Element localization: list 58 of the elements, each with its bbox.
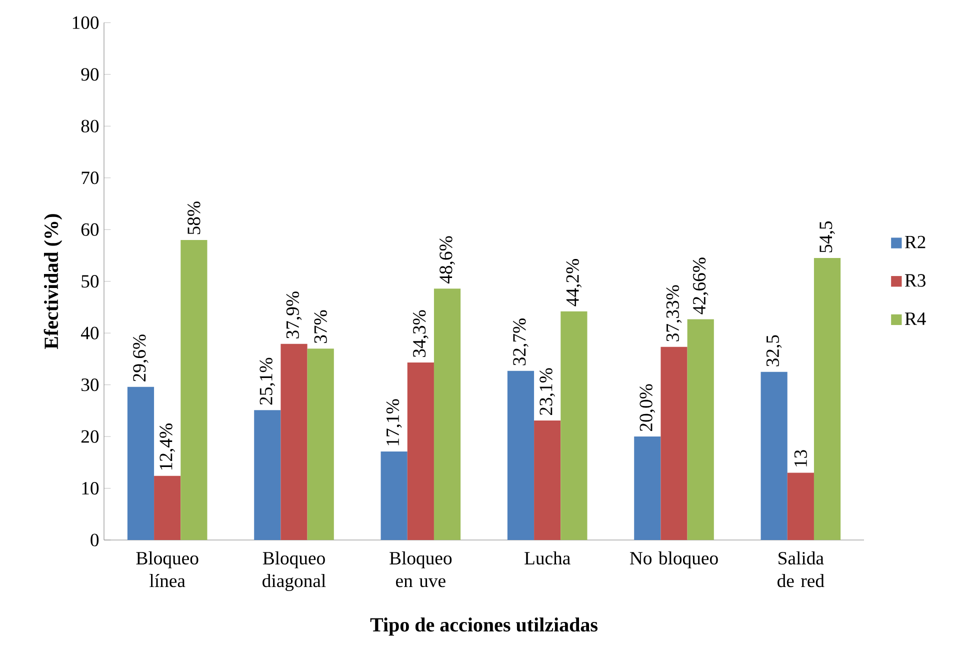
data-label: 42,66% <box>692 258 708 314</box>
y-tick-label: 100 <box>72 16 99 29</box>
data-label: 23,1% <box>540 368 555 415</box>
data-label: 12,4% <box>160 424 175 470</box>
bar <box>280 344 308 540</box>
data-label: 48,6% <box>440 236 455 284</box>
data-label: 54,5 <box>820 221 835 252</box>
legend-label: R3 <box>904 274 926 287</box>
y-axis-title: Efectividad (%) <box>44 214 62 350</box>
x-tick-label: Bloqueo en uve <box>390 551 452 588</box>
bar <box>787 472 814 540</box>
bar <box>687 319 714 540</box>
data-label: 37,33% <box>666 285 682 342</box>
data-label: 32,7% <box>513 318 528 366</box>
data-label: 34,3% <box>413 310 428 357</box>
x-tick-label: Bloqueo diagonal <box>262 551 326 592</box>
bar <box>660 346 688 540</box>
bar <box>127 386 154 540</box>
bar <box>560 311 588 540</box>
data-label: 58% <box>188 202 200 234</box>
x-axis-title: Tipo de acciones utilziadas <box>370 618 598 636</box>
bar <box>254 410 281 540</box>
y-tick-label: 60 <box>81 223 99 236</box>
y-tick-label: 20 <box>81 430 99 443</box>
data-label: 37,9% <box>286 292 302 338</box>
bar <box>180 240 208 540</box>
bar <box>434 288 461 540</box>
bar <box>307 348 334 540</box>
bar <box>407 362 434 540</box>
y-tick-label: 40 <box>80 326 99 340</box>
y-tick-label: 90 <box>81 68 99 81</box>
legend-label: R4 <box>904 312 926 325</box>
bar <box>154 476 181 540</box>
y-tick-label: 70 <box>82 172 99 184</box>
data-label: 17,1% <box>386 399 402 446</box>
y-tick-label: 30 <box>82 378 99 392</box>
x-tick-label: Salida de red <box>778 551 824 588</box>
data-label: 13 <box>794 450 807 466</box>
data-label: 25,1% <box>260 358 276 405</box>
bar <box>634 436 661 540</box>
bar <box>814 258 841 540</box>
y-tick-label: 10 <box>82 482 99 495</box>
x-tick-label: Bloqueo línea <box>136 551 198 588</box>
data-label: 37% <box>314 310 327 343</box>
bar <box>380 452 408 540</box>
data-label: 32,5 <box>766 335 782 366</box>
x-tick-label: No bloqueo <box>630 551 718 568</box>
legend-label: R2 <box>904 236 926 248</box>
x-tick-label: Lucha <box>524 551 570 565</box>
bar <box>760 372 788 540</box>
data-label: 20,0% <box>640 384 656 432</box>
y-tick-label: 50 <box>82 275 99 288</box>
y-tick-label: 0 <box>90 534 99 546</box>
bar <box>534 420 561 540</box>
data-label: 29,6% <box>133 334 148 382</box>
bar <box>507 370 534 540</box>
y-tick-label: 80 <box>81 120 99 132</box>
data-label: 44,2% <box>566 259 582 306</box>
